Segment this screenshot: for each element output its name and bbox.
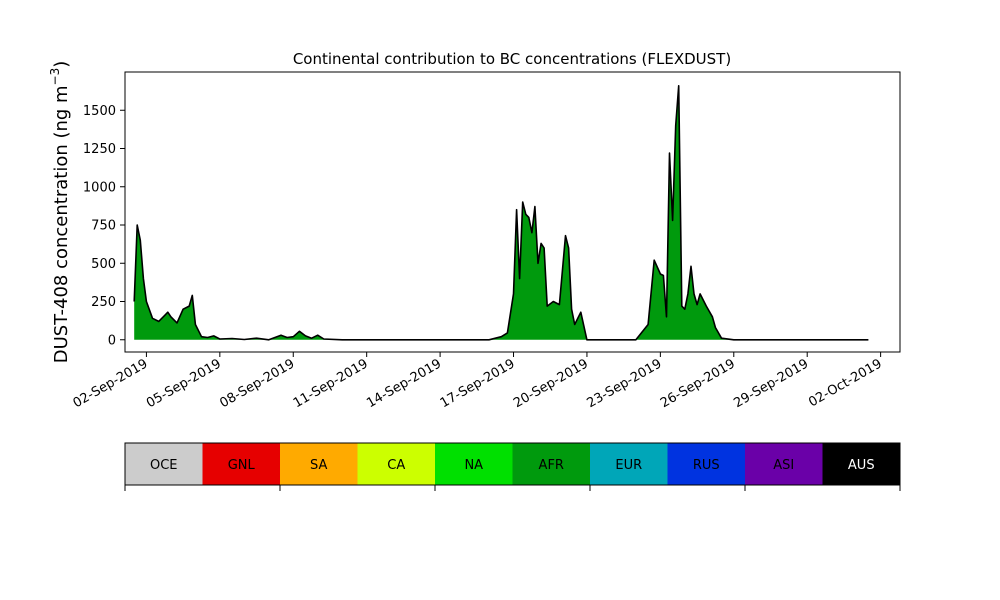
chart-title: Continental contribution to BC concentra… xyxy=(293,50,731,68)
y-tick-label: 1000 xyxy=(83,180,116,195)
x-tick-label: 02-Sep-2019 xyxy=(71,356,151,411)
colorbar-swatch-na xyxy=(435,443,513,485)
plot-frame xyxy=(124,71,901,353)
x-tick-label: 05-Sep-2019 xyxy=(144,356,224,411)
colorbar-swatch-afr xyxy=(512,443,591,485)
area-series-afr xyxy=(134,85,869,340)
colorbar-swatch-aus xyxy=(822,443,901,485)
y-tick-label: 0 xyxy=(108,333,116,348)
colorbar-swatch-sa xyxy=(280,443,358,485)
colorbar-swatch-gnl xyxy=(202,443,281,485)
x-tick-label: 08-Sep-2019 xyxy=(217,356,297,411)
y-tick-label: 500 xyxy=(91,257,116,272)
series-total-line xyxy=(133,85,869,341)
colorbar-label-asi: ASI xyxy=(773,458,794,473)
colorbar-label-aus: AUS xyxy=(848,458,875,473)
colorbar-label-na: NA xyxy=(464,458,483,473)
colorbar-label-ca: CA xyxy=(387,458,405,473)
colorbar-swatch-rus xyxy=(667,443,746,485)
x-tick-label: 29-Sep-2019 xyxy=(731,356,811,411)
plot-area xyxy=(133,85,869,341)
colorbar-label-gnl: GNL xyxy=(228,458,256,473)
x-tick-label: 11-Sep-2019 xyxy=(291,356,371,411)
y-axis-label: DUST-408 concentration (ng m−3) xyxy=(48,61,72,364)
x-tick-label: 20-Sep-2019 xyxy=(511,356,591,411)
y-tick-label: 1250 xyxy=(83,142,116,157)
colorbar-label-afr: AFR xyxy=(539,458,564,473)
x-tick-label: 17-Sep-2019 xyxy=(438,356,518,411)
x-tick-label: 23-Sep-2019 xyxy=(585,356,665,411)
x-tick-label: 14-Sep-2019 xyxy=(364,356,444,411)
y-tick-label: 250 xyxy=(91,295,116,310)
colorbar: OCE GNL SA CA NA AFR EUR RUS ASI AUS xyxy=(124,442,901,491)
colorbar-swatch-ca xyxy=(357,443,436,485)
y-tick-label: 750 xyxy=(91,219,116,234)
x-tick-label: 26-Sep-2019 xyxy=(658,356,738,411)
colorbar-label-eur: EUR xyxy=(615,458,642,473)
colorbar-swatch-oce xyxy=(125,443,203,485)
y-axis: 0 250 500 750 1000 1250 1500 xyxy=(83,104,125,348)
x-axis: 02-Sep-201905-Sep-201908-Sep-201911-Sep-… xyxy=(71,352,885,411)
colorbar-swatch-asi xyxy=(745,443,823,485)
y-tick-label: 1500 xyxy=(83,104,116,119)
x-tick-label: 02-Oct-2019 xyxy=(806,356,884,410)
colorbar-label-rus: RUS xyxy=(693,458,720,473)
colorbar-label-sa: SA xyxy=(310,458,327,473)
colorbar-frame xyxy=(124,442,901,486)
colorbar-label-oce: OCE xyxy=(150,458,178,473)
colorbar-swatch-eur xyxy=(590,443,668,485)
